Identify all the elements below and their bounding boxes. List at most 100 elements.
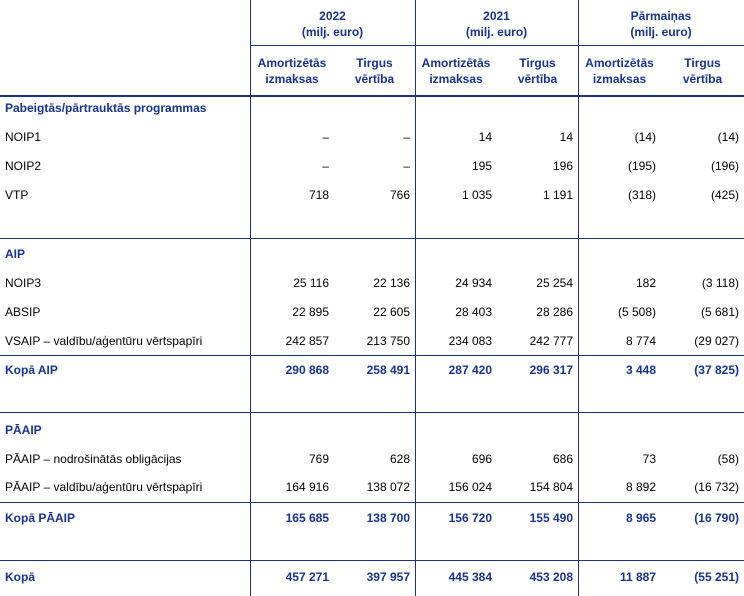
- column-header: izmaksas: [265, 72, 319, 86]
- row-label: VSAIP – valdību/aģentūru vērtspapīri: [5, 334, 203, 348]
- row-label: ABSIP: [5, 305, 41, 319]
- cell: 154 804: [529, 480, 573, 494]
- group-unit: (milj. euro): [301, 25, 364, 39]
- cell: 138 700: [366, 511, 410, 525]
- cell: 22 136: [373, 276, 410, 290]
- divider: [415, 0, 416, 596]
- column-header: Tirgus: [519, 56, 556, 70]
- cell: –: [403, 130, 410, 144]
- divider: [578, 0, 579, 596]
- divider: [250, 0, 251, 596]
- divider: [0, 355, 744, 356]
- cell: 242 857: [285, 334, 329, 348]
- cell: 453 208: [529, 570, 573, 584]
- column-header: Amortizētās: [257, 56, 327, 70]
- cell: 22 605: [373, 305, 410, 319]
- column-header: vērtība: [682, 72, 723, 86]
- cell: 8 774: [625, 334, 656, 348]
- cell: (14): [634, 130, 656, 144]
- divider: [250, 45, 744, 46]
- cell: 11 887: [619, 570, 656, 584]
- column-header: izmaksas: [429, 72, 483, 86]
- divider: [0, 238, 744, 239]
- divider: [0, 560, 744, 561]
- cell: 165 685: [285, 511, 329, 525]
- cell: (3 118): [701, 276, 739, 290]
- cell: (5 681): [700, 305, 739, 319]
- group-unit: (milj. euro): [630, 25, 692, 39]
- cell: 258 491: [366, 363, 410, 377]
- cell: 290 868: [285, 363, 329, 377]
- cell: 628: [389, 452, 410, 466]
- cell: (195): [627, 159, 656, 173]
- cell: (14): [717, 130, 739, 144]
- cell: 196: [552, 159, 573, 173]
- cell: 28 286: [536, 305, 573, 319]
- cell: –: [322, 159, 329, 173]
- cell: 445 384: [448, 570, 492, 584]
- cell: 296 317: [529, 363, 573, 377]
- row-label: NOIP1: [5, 130, 42, 144]
- cell: 164 916: [285, 480, 329, 494]
- cell: –: [322, 130, 329, 144]
- cell: 195: [471, 159, 492, 173]
- cell: (5 508): [617, 305, 656, 319]
- cell: (196): [710, 159, 739, 173]
- cell: 213 750: [366, 334, 410, 348]
- column-header: Amortizētās: [585, 56, 654, 70]
- group-title: Pārmaiņas: [630, 9, 692, 23]
- cell: 1 035: [461, 188, 492, 202]
- cell: (58): [717, 452, 739, 466]
- cell: (37 825): [694, 363, 739, 377]
- group-unit: (milj. euro): [465, 25, 528, 39]
- column-header: vērtība: [517, 72, 558, 86]
- cell: 3 448: [625, 363, 656, 377]
- column-header: izmaksas: [592, 72, 647, 86]
- section-heading: AIP: [5, 247, 26, 261]
- cell: 397 957: [366, 570, 410, 584]
- cell: (425): [710, 188, 739, 202]
- group-title: 2022: [319, 9, 346, 23]
- row-label: PĀAIP – valdību/aģentūru vērtspapīri: [5, 480, 203, 494]
- cell: 769: [308, 452, 329, 466]
- cell: 8 965: [625, 511, 656, 525]
- row-label: NOIP3: [5, 276, 42, 290]
- cell: 182: [635, 276, 656, 290]
- cell: 234 083: [448, 334, 492, 348]
- cell: 14: [559, 130, 573, 144]
- cell: 155 490: [529, 511, 573, 525]
- cell: 1 191: [542, 188, 573, 202]
- cell: 28 403: [455, 305, 492, 319]
- cell: 156 720: [448, 511, 492, 525]
- column-header: Tirgus: [684, 56, 721, 70]
- cell: (55 251): [694, 570, 739, 584]
- cell: 766: [389, 188, 410, 202]
- cell: 25 254: [536, 276, 573, 290]
- cell: 24 934: [455, 276, 492, 290]
- cell: (16 790): [694, 511, 739, 525]
- cell: (29 027): [694, 334, 739, 348]
- total-label: Kopā: [5, 570, 35, 584]
- divider: [0, 95, 744, 97]
- section-heading: PĀAIP: [5, 423, 42, 437]
- cell: (16 732): [694, 480, 739, 494]
- divider: [0, 412, 744, 413]
- section-heading: Pabeigtās/pārtrauktās programmas: [5, 101, 207, 115]
- cell: (318): [627, 188, 656, 202]
- group-title: 2021: [483, 9, 510, 23]
- row-label: PĀAIP – nodrošinātās obligācijas: [5, 452, 182, 466]
- cell: 718: [308, 188, 329, 202]
- column-header: vērtība: [354, 72, 395, 86]
- cell: 138 072: [366, 480, 410, 494]
- divider: [0, 502, 744, 503]
- total-label: Kopā AIP: [5, 363, 58, 377]
- column-header: Amortizētās: [421, 56, 491, 70]
- cell: 22 895: [292, 305, 329, 319]
- cell: 73: [642, 452, 656, 466]
- cell: 25 116: [293, 276, 329, 290]
- column-header: Tirgus: [356, 56, 393, 70]
- cell: 686: [552, 452, 573, 466]
- cell: 156 024: [448, 480, 492, 494]
- total-label: Kopā PĀAIP: [5, 511, 76, 525]
